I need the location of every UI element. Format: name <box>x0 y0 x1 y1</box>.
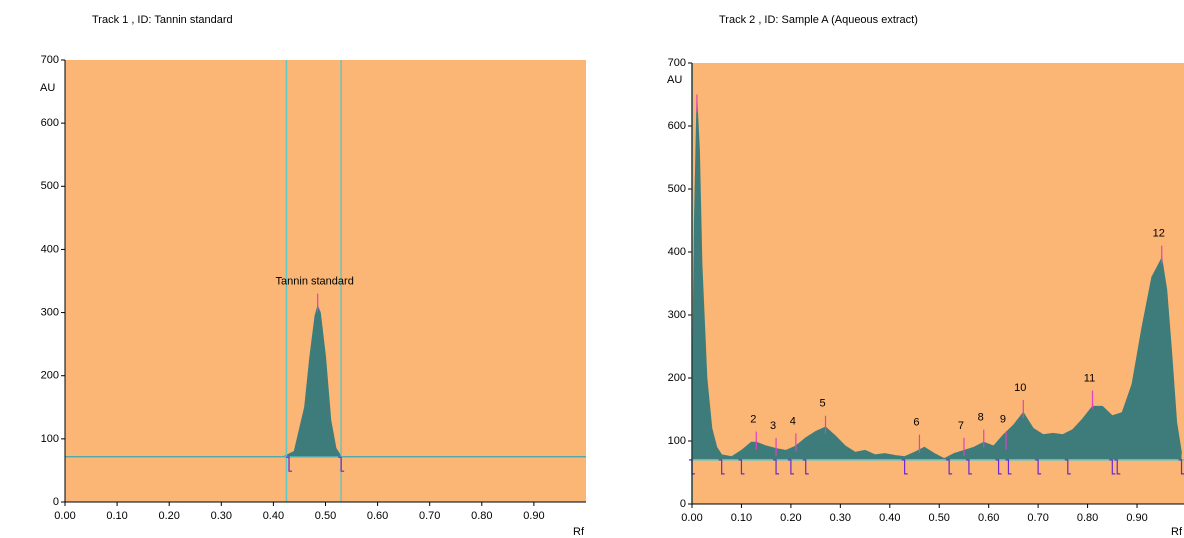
x-tick-label: 0.10 <box>106 510 127 522</box>
peak-boundary <box>901 459 908 475</box>
x-tick-label: 0.40 <box>263 510 284 522</box>
y-axis-label: AU <box>40 82 55 94</box>
peak-boundary <box>1109 459 1116 475</box>
x-tick-label: 0.70 <box>419 510 440 522</box>
peak-area <box>692 100 1182 460</box>
y-tick-label: 100 <box>668 435 686 447</box>
peak-label: 3 <box>770 420 776 432</box>
peak-boundary <box>946 459 953 475</box>
x-axis-label: Rf <box>573 526 585 538</box>
y-tick-label: 700 <box>668 57 686 69</box>
peak-boundary <box>1005 459 1012 475</box>
peak-label: Tannin standard <box>276 276 354 288</box>
y-axis-label: AU <box>667 74 682 86</box>
x-tick-label: 0.20 <box>780 512 801 524</box>
y-tick-label: 0 <box>53 496 59 508</box>
peak-boundary <box>738 459 745 475</box>
x-axis-label: Rf <box>1171 526 1183 538</box>
peak-boundary <box>965 459 972 475</box>
peak-boundary <box>773 459 780 475</box>
peak-label: 11 <box>1084 373 1095 385</box>
peak-boundary <box>802 459 809 475</box>
peak-boundary <box>1035 459 1042 475</box>
peak-label: 4 <box>790 415 796 427</box>
x-tick-label: 0.50 <box>315 510 336 522</box>
y-tick-label: 200 <box>668 372 686 384</box>
peak-label: 10 <box>1014 382 1026 394</box>
peak-label: 6 <box>913 417 919 429</box>
y-tick-label: 300 <box>41 306 59 318</box>
x-tick-label: 0.80 <box>471 510 492 522</box>
x-tick-label: 0.60 <box>978 512 999 524</box>
x-tick-label: 0.20 <box>158 510 179 522</box>
x-tick-label: 0.80 <box>1077 512 1098 524</box>
y-tick-label: 700 <box>41 54 59 66</box>
y-tick-label: 600 <box>41 117 59 129</box>
y-tick-label: 400 <box>668 246 686 258</box>
chart: Track 1 , ID: Tannin standard AU Rf 0 100 200… <box>40 14 586 538</box>
chart-title: Track 1 , ID: Tannin standard <box>92 14 233 26</box>
peak-boundary <box>1178 459 1184 475</box>
peak-boundary <box>1064 459 1071 475</box>
peak-boundary <box>338 456 345 472</box>
x-tick-label: 0.30 <box>830 512 851 524</box>
x-tick-label: 0.70 <box>1027 512 1048 524</box>
y-tick-label: 500 <box>668 183 686 195</box>
y-tick-label: 200 <box>41 370 59 382</box>
peak-label: 7 <box>958 420 964 432</box>
x-tick-label: 0.00 <box>681 512 702 524</box>
chart-title: Track 2 , ID: Sample A (Aqueous extract) <box>719 14 918 26</box>
x-tick-label: 0.00 <box>54 510 75 522</box>
peak-boundary <box>718 459 725 475</box>
y-tick-label: 400 <box>41 243 59 255</box>
peak-label: 2 <box>750 413 756 425</box>
y-tick-label: 300 <box>668 309 686 321</box>
y-tick-label: 500 <box>41 180 59 192</box>
peak-boundary <box>787 459 794 475</box>
peak-label: 8 <box>978 412 984 424</box>
y-tick-label: 600 <box>668 120 686 132</box>
peak-area <box>65 306 586 458</box>
peak-label: 12 <box>1153 228 1165 240</box>
x-tick-label: 0.60 <box>367 510 388 522</box>
peak-boundary <box>995 459 1002 475</box>
y-tick-label: 0 <box>680 498 686 510</box>
peak-label: 5 <box>819 398 825 410</box>
x-tick-label: 0.90 <box>523 510 544 522</box>
peak-label: 9 <box>1000 413 1006 425</box>
x-tick-label: 0.10 <box>731 512 752 524</box>
x-tick-label: 0.50 <box>929 512 950 524</box>
peak-boundary <box>286 456 293 472</box>
x-tick-label: 0.40 <box>879 512 900 524</box>
x-tick-label: 0.30 <box>211 510 232 522</box>
x-tick-label: 0.90 <box>1126 512 1147 524</box>
y-tick-label: 100 <box>41 433 59 445</box>
chart: Track 2 , ID: Sample A (Aqueous extract)… <box>667 14 1184 538</box>
peak-boundary <box>1114 459 1121 475</box>
